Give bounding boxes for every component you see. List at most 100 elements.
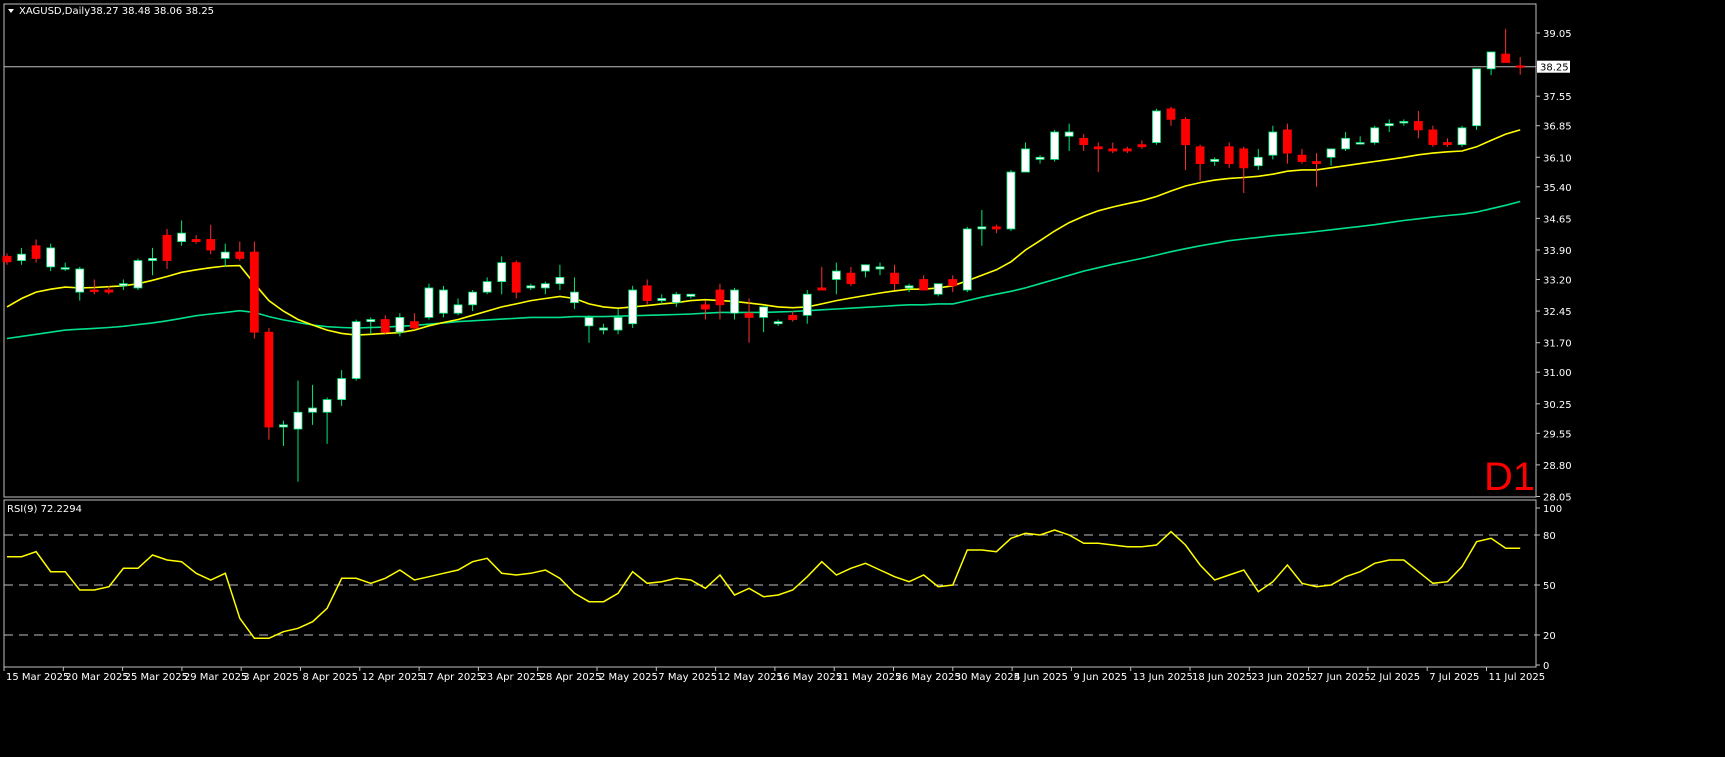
candle <box>1064 123 1074 151</box>
time-tick-label: 27 Jun 2025 <box>1311 672 1371 683</box>
candle <box>701 300 710 320</box>
candle-body <box>540 283 550 289</box>
price-tick-label: 31.00 <box>1543 368 1572 379</box>
time-tick-label: 23 Jun 2025 <box>1251 672 1311 683</box>
candle-body <box>904 285 914 289</box>
candle-body <box>1093 146 1103 150</box>
candle-body <box>831 270 841 280</box>
candle <box>1413 110 1423 139</box>
candle <box>1166 106 1176 126</box>
price-tick-label: 36.10 <box>1543 153 1572 164</box>
candle-body <box>642 285 652 301</box>
candle <box>555 264 565 291</box>
candle-body <box>1006 171 1016 230</box>
rsi-header: RSI(9) 72.2294 <box>7 504 82 515</box>
price-tick-label: 37.55 <box>1543 92 1572 103</box>
candle-body <box>1035 156 1045 160</box>
candle <box>657 294 667 305</box>
candle-body <box>264 331 274 428</box>
time-tick-label: 30 May 2025 <box>955 672 1020 683</box>
time-tick-label: 28 Apr 2025 <box>540 672 602 683</box>
candle-body <box>1253 156 1263 167</box>
candle <box>1355 136 1365 145</box>
candle <box>1006 169 1016 232</box>
candle <box>409 313 419 331</box>
candle-body <box>293 411 303 430</box>
candle-body <box>919 279 929 291</box>
candle-body <box>1326 148 1336 158</box>
candle <box>511 260 521 299</box>
candle <box>1181 117 1190 170</box>
candle <box>1093 142 1103 173</box>
candle-body <box>1297 154 1307 162</box>
price-tick-label: 30.25 <box>1543 400 1572 411</box>
time-tick-label: 20 Mar 2025 <box>65 672 128 683</box>
candle <box>17 247 26 265</box>
time-tick-label: 7 Jul 2025 <box>1429 672 1479 683</box>
candle-body <box>75 268 85 293</box>
candle <box>119 279 128 291</box>
candle <box>744 298 754 343</box>
candle <box>220 243 230 267</box>
candle-body <box>17 253 26 261</box>
candle-body <box>628 289 638 325</box>
candle <box>1268 125 1278 160</box>
candle <box>482 277 492 295</box>
candle <box>890 264 899 291</box>
time-tick-label: 25 Mar 2025 <box>125 672 188 683</box>
time-tick-label: 13 Jun 2025 <box>1133 672 1193 683</box>
candle-body <box>526 285 536 289</box>
candle <box>191 235 201 244</box>
candle <box>1472 68 1481 130</box>
candle-body <box>409 321 419 329</box>
candle <box>424 283 434 320</box>
time-tick-label: 3 Apr 2025 <box>243 672 298 683</box>
candle <box>162 228 172 269</box>
time-tick-label: 12 May 2025 <box>718 672 783 683</box>
price-tick-label: 28.05 <box>1543 493 1572 504</box>
candle-body <box>1195 146 1205 165</box>
candle-body <box>846 272 856 285</box>
candle-body <box>1501 53 1511 63</box>
rsi-tick-label: 100 <box>1543 504 1562 515</box>
candle <box>497 256 507 295</box>
candle <box>584 315 594 343</box>
candle-body <box>1021 148 1030 173</box>
candle <box>1486 51 1496 76</box>
candle-body <box>279 424 288 428</box>
candle-body <box>599 327 608 331</box>
candle-body <box>1181 118 1190 146</box>
candle <box>1152 108 1161 145</box>
candle <box>1108 142 1118 154</box>
candle-body <box>1472 68 1481 127</box>
candle <box>715 283 725 320</box>
candle <box>395 313 405 337</box>
price-axis[interactable]: 39.05 37.55 36.85 36.10 35.40 34.65 33.90 33.20… <box>4 29 1572 504</box>
candle <box>1253 148 1263 170</box>
current-price-label: 38.25 <box>1540 63 1569 74</box>
main-chart-frame <box>3 3 1537 668</box>
candle <box>75 266 85 301</box>
time-tick-label: 9 Jun 2025 <box>1073 672 1127 683</box>
candle <box>1239 146 1249 194</box>
candle-body <box>1355 142 1365 145</box>
price-tick-label: 28.80 <box>1543 461 1572 472</box>
candle-body <box>1137 144 1147 148</box>
candle-body <box>1399 121 1409 124</box>
candle <box>1210 157 1220 166</box>
candle <box>177 220 187 246</box>
candle <box>1195 144 1205 181</box>
candle-body <box>424 287 434 318</box>
candle <box>773 319 783 326</box>
candle-body <box>948 279 958 287</box>
candle <box>439 285 448 318</box>
candle <box>60 262 70 272</box>
price-tick-label: 29.55 <box>1543 429 1572 440</box>
candle <box>875 262 885 276</box>
candle <box>1501 28 1511 63</box>
candle-body <box>249 251 259 333</box>
time-tick-label: 21 May 2025 <box>836 672 901 683</box>
candle <box>380 315 390 335</box>
